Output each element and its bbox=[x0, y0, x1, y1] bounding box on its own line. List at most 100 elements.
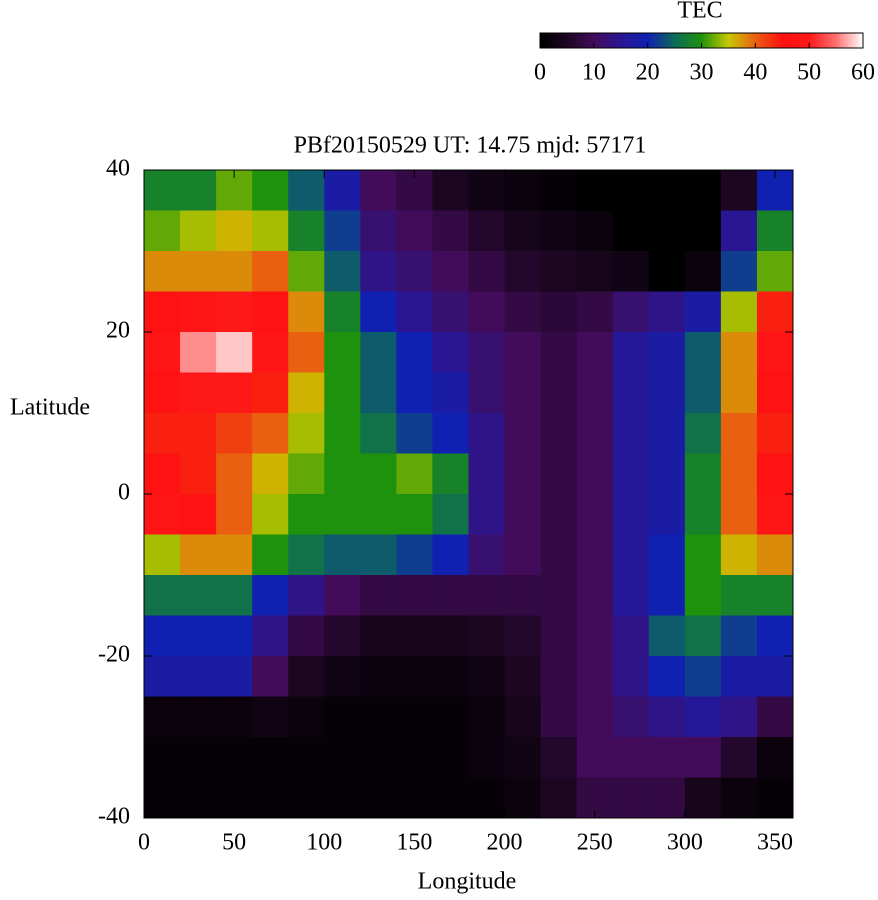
heat-cell bbox=[360, 696, 397, 738]
colorbar-tick-label: 0 bbox=[534, 60, 546, 86]
heat-cell bbox=[360, 170, 397, 211]
heat-cell bbox=[432, 251, 469, 292]
heat-cell bbox=[504, 575, 542, 616]
heat-cell bbox=[288, 575, 325, 616]
heat-cell bbox=[684, 291, 722, 333]
heat-cell bbox=[648, 372, 686, 414]
heat-cell bbox=[576, 696, 614, 738]
x-tick-label: 0 bbox=[138, 830, 150, 856]
heat-cell bbox=[360, 575, 397, 616]
heat-cell bbox=[756, 251, 794, 292]
heat-cell bbox=[540, 575, 578, 616]
heat-cell bbox=[468, 575, 506, 616]
heat-cell bbox=[468, 210, 506, 252]
heat-cell bbox=[144, 251, 181, 292]
heat-cell bbox=[612, 453, 650, 495]
heat-cell bbox=[720, 210, 758, 252]
heat-cell bbox=[576, 453, 614, 495]
heat-cell bbox=[288, 413, 325, 454]
heat-cell bbox=[396, 413, 433, 454]
heat-cell bbox=[576, 251, 614, 292]
heat-cell bbox=[144, 777, 181, 819]
heat-cell bbox=[216, 737, 253, 778]
heat-cell bbox=[432, 291, 469, 333]
heat-cell bbox=[360, 737, 397, 778]
heat-cell bbox=[576, 210, 614, 252]
heat-cell bbox=[252, 332, 289, 373]
heat-cell bbox=[324, 170, 361, 211]
heat-cell bbox=[252, 251, 289, 292]
heat-cell bbox=[720, 251, 758, 292]
x-tick-label: 200 bbox=[487, 830, 523, 856]
heat-cell bbox=[468, 453, 506, 495]
heat-cell bbox=[432, 575, 469, 616]
colorbar-tick-label: 40 bbox=[743, 60, 767, 86]
heat-cell bbox=[288, 777, 325, 819]
heat-cell bbox=[324, 413, 361, 454]
heat-cell bbox=[648, 210, 686, 252]
heat-cell bbox=[504, 696, 542, 738]
colorbar-tick-label: 50 bbox=[797, 60, 821, 86]
heat-cell bbox=[756, 534, 794, 576]
heat-cell bbox=[684, 332, 722, 373]
heat-cell bbox=[432, 696, 469, 738]
heat-cell bbox=[252, 777, 289, 819]
heat-cell bbox=[684, 453, 722, 495]
heat-cell bbox=[288, 251, 325, 292]
heat-cell bbox=[288, 737, 325, 778]
heat-cell bbox=[540, 332, 578, 373]
heat-cell bbox=[468, 777, 506, 819]
heat-cell bbox=[360, 210, 397, 252]
heat-cell bbox=[684, 413, 722, 454]
heat-cell bbox=[576, 291, 614, 333]
heat-cell bbox=[216, 534, 253, 576]
heat-cell bbox=[324, 777, 361, 819]
heat-cell bbox=[468, 737, 506, 778]
heat-cell bbox=[504, 656, 542, 697]
heat-cell bbox=[144, 656, 181, 697]
heat-cell bbox=[396, 210, 433, 252]
heat-cell bbox=[756, 332, 794, 373]
heat-cell bbox=[612, 170, 650, 211]
heat-cell bbox=[684, 534, 722, 576]
heat-cell bbox=[684, 615, 722, 657]
heat-cell bbox=[612, 777, 650, 819]
heat-cell bbox=[432, 413, 469, 454]
y-tick-label: 20 bbox=[106, 318, 130, 344]
heat-cell bbox=[360, 534, 397, 576]
heat-cell bbox=[144, 170, 181, 211]
heat-cell bbox=[432, 210, 469, 252]
x-tick-label: 300 bbox=[667, 830, 703, 856]
x-axis-label: Longitude bbox=[418, 869, 517, 895]
heat-cell bbox=[144, 372, 181, 414]
heat-cell bbox=[576, 494, 614, 535]
heat-cell bbox=[648, 413, 686, 454]
heat-cell bbox=[720, 656, 758, 697]
y-axis-label: Latitude bbox=[10, 395, 90, 421]
heat-cell bbox=[684, 696, 722, 738]
heat-cell bbox=[288, 332, 325, 373]
heat-cell bbox=[756, 615, 794, 657]
heat-cell bbox=[144, 291, 181, 333]
heat-cell bbox=[144, 494, 181, 535]
heat-cell bbox=[180, 291, 217, 333]
heat-cell bbox=[648, 696, 686, 738]
heat-cell bbox=[576, 615, 614, 657]
y-tick-label: 0 bbox=[118, 480, 130, 506]
heat-cell bbox=[144, 453, 181, 495]
heat-cell bbox=[360, 372, 397, 414]
heat-cell bbox=[468, 170, 506, 211]
heat-cell bbox=[144, 737, 181, 778]
heat-cell bbox=[324, 696, 361, 738]
heat-cell bbox=[360, 251, 397, 292]
heat-cell bbox=[540, 413, 578, 454]
heat-cell bbox=[756, 696, 794, 738]
heat-cell bbox=[540, 251, 578, 292]
y-tick-label: -40 bbox=[98, 804, 130, 830]
heat-cell bbox=[180, 615, 217, 657]
heat-cell bbox=[684, 210, 722, 252]
heat-cell bbox=[468, 413, 506, 454]
heat-cell bbox=[648, 575, 686, 616]
y-tick-label: 40 bbox=[106, 156, 130, 182]
heat-cell bbox=[252, 453, 289, 495]
